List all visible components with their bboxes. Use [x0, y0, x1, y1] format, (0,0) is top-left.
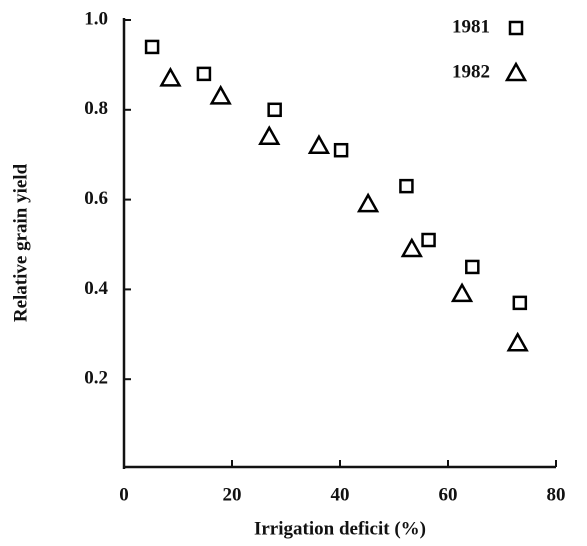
x-tick-label: 20: [223, 484, 242, 505]
x-tick-label: 40: [331, 484, 350, 505]
y-tick-label: 1.0: [84, 8, 108, 29]
y-tick-label: 0.8: [84, 98, 108, 119]
point: [400, 237, 423, 258]
legend-marker: [508, 20, 524, 36]
point: [450, 282, 474, 303]
point: [267, 102, 282, 118]
legend-label: 1982: [452, 61, 490, 82]
point: [307, 134, 331, 154]
point: [506, 331, 529, 352]
point: [196, 66, 212, 82]
point: [465, 259, 480, 275]
point: [512, 295, 528, 311]
y-tick-label: 0.2: [84, 368, 108, 389]
point: [333, 142, 349, 158]
x-tick-label: 60: [439, 484, 458, 505]
x-tick-label: 80: [547, 484, 566, 505]
point: [421, 232, 436, 248]
legend-label: 1981: [452, 16, 490, 37]
point: [356, 192, 380, 213]
point: [144, 39, 160, 55]
point: [399, 178, 414, 194]
x-tick-label: 0: [119, 484, 129, 505]
point: [258, 125, 281, 145]
point: [209, 84, 232, 105]
y-tick-label: 0.4: [84, 278, 108, 299]
legend-marker: [504, 61, 528, 82]
point: [159, 66, 182, 87]
y-axis-label: Relative grain yield: [10, 163, 31, 322]
y-tick-label: 0.6: [84, 188, 108, 209]
x-axis-label: Irrigation deficit (%): [254, 518, 426, 539]
